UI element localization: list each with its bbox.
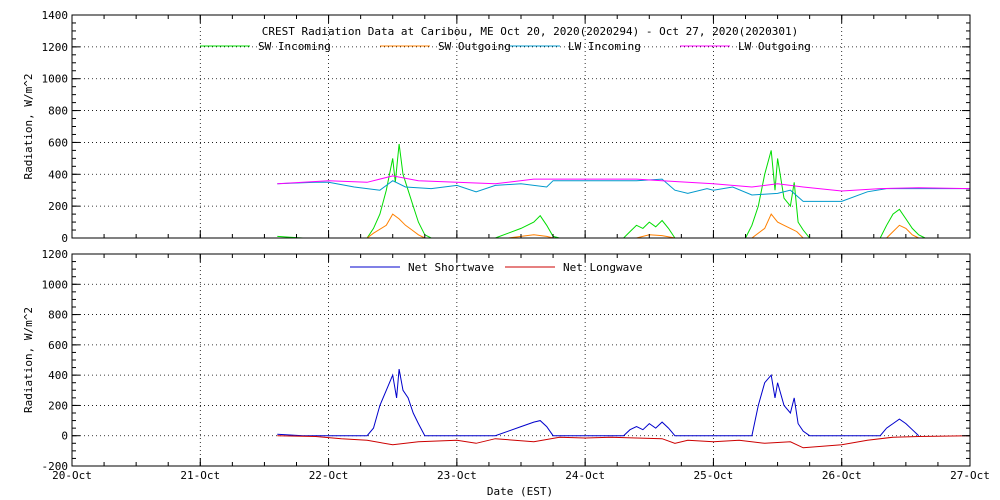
x-tick-label: 24-Oct [565,469,605,482]
series-line-net-shortwave [277,369,920,437]
y-tick-label: -200 [42,460,69,473]
legend-label: Net Shortwave [408,261,494,274]
series-line-net-longwave [277,435,971,449]
y-tick-label: 1000 [42,73,69,86]
x-tick-label: 20-Oct [52,469,92,482]
y-tick-label: 400 [48,168,68,181]
legend-label: SW Outgoing [438,40,511,53]
y-tick-label: 1200 [42,41,69,54]
top-panel: 0 200 400 600 800 1000 1200 1400 Radiation, W/m^… [22,9,971,245]
chart-title: CREST Radiation Data at Caribou, ME Oct … [262,25,798,38]
legend-label: LW Outgoing [738,40,811,53]
series-line-sw-incoming [277,143,926,239]
series-line-lw-outgoing [277,175,971,192]
x-tick-label: 22-Oct [309,469,349,482]
plot-frame [71,253,971,467]
y-tick-label: 1200 [42,248,69,261]
y-axis-label: Radiation, W/m^2 [22,74,35,180]
y-tick-label: 0 [61,430,68,443]
x-tick-label: 21-Oct [180,469,220,482]
y-tick-label: 600 [48,136,68,149]
series-line-sw-outgoing [366,213,919,239]
y-tick-label: 200 [48,399,68,412]
x-tick-label: 25-Oct [694,469,734,482]
x-tick-label: 26-Oct [822,469,862,482]
bottom-panel: -200 0 200 400 600 800 1000 1200 20-Oct 21-Oct 22-… [22,248,990,482]
y-tick-label: 200 [48,200,68,213]
y-tick-label: 800 [48,309,68,322]
y-tick-label: 800 [48,105,68,118]
series-line-lw-incoming [277,178,970,202]
y-tick-label: 1400 [42,9,69,22]
x-tick-label: 27-Oct [950,469,990,482]
x-tick-label: 23-Oct [437,469,477,482]
legend-label: LW Incoming [568,40,641,53]
y-tick-label: 0 [61,232,68,245]
legend-label: SW Incoming [258,40,331,53]
x-axis-label: Date (EST) [487,485,553,498]
y-tick-label: 600 [48,339,68,352]
legend-label: Net Longwave [563,261,642,274]
y-axis-label: Radiation, W/m^2 [22,307,35,413]
plot-frame [71,14,971,239]
y-tick-label: 1000 [42,278,69,291]
y-tick-label: 400 [48,369,68,382]
